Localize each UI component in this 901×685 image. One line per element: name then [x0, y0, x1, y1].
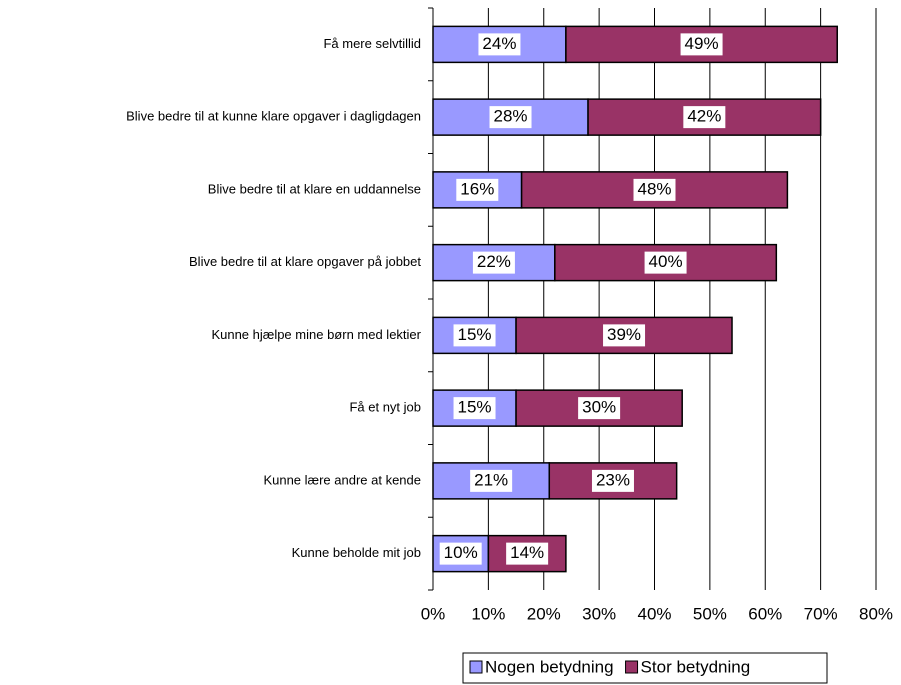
value-label: 48% — [637, 179, 671, 198]
y-tick-label: Kunne beholde mit job — [292, 545, 421, 560]
value-label: 39% — [607, 325, 641, 344]
y-tick-label: Kunne lære andre at kende — [263, 472, 421, 487]
y-tick-label: Få et nyt job — [349, 400, 421, 415]
value-label-box — [644, 251, 687, 274]
value-label: 14% — [510, 543, 544, 562]
x-tick-label: 70% — [804, 604, 838, 623]
value-label-box — [603, 324, 646, 347]
legend-label: Stor betydning — [641, 657, 751, 676]
value-label-box — [680, 33, 723, 56]
x-tick-label: 80% — [859, 604, 893, 623]
x-tick-label: 60% — [748, 604, 782, 623]
value-label: 21% — [474, 470, 508, 489]
legend-swatch — [469, 660, 483, 674]
x-tick-label: 40% — [637, 604, 671, 623]
value-label: 28% — [494, 107, 528, 126]
value-label: 49% — [685, 34, 719, 53]
y-tick-label: Blive bedre til at klare en uddannelse — [208, 181, 421, 196]
x-tick-label: 20% — [527, 604, 561, 623]
y-tick-label: Blive bedre til at kunne klare opgaver i… — [126, 109, 421, 124]
value-label: 16% — [460, 179, 494, 198]
value-label-box — [633, 178, 676, 201]
value-label: 42% — [687, 107, 721, 126]
value-label: 24% — [482, 34, 516, 53]
value-label-box — [591, 469, 634, 492]
value-label: 30% — [582, 398, 616, 417]
value-label-box — [472, 251, 515, 274]
bar-segment — [432, 316, 517, 355]
x-tick-label: 0% — [421, 604, 446, 623]
value-label: 23% — [596, 470, 630, 489]
value-label: 15% — [458, 398, 492, 417]
y-tick-label: Kunne hjælpe mine børn med lektier — [211, 327, 421, 342]
value-label: 10% — [444, 543, 478, 562]
value-label-box — [453, 324, 496, 347]
value-label-box — [439, 542, 482, 565]
legend-box — [462, 652, 828, 684]
x-tick-label: 50% — [693, 604, 727, 623]
legend-swatch — [625, 660, 639, 674]
value-label-box — [506, 542, 549, 565]
value-label: 15% — [458, 325, 492, 344]
value-label: 22% — [477, 252, 511, 271]
y-tick-label: Blive bedre til at klare opgaver på jobb… — [189, 254, 421, 269]
value-label-box — [578, 397, 621, 420]
value-label-box — [456, 178, 499, 201]
value-label-box — [489, 106, 532, 129]
bar-segment — [515, 389, 683, 427]
x-tick-label: 30% — [582, 604, 616, 623]
value-label-box — [683, 106, 726, 129]
legend-label: Nogen betydning — [485, 657, 614, 676]
x-tick-label: 10% — [471, 604, 505, 623]
y-tick-label: Få mere selvtillid — [323, 36, 421, 51]
value-label-box — [470, 469, 513, 492]
value-label-box — [478, 33, 521, 56]
value-label: 40% — [649, 252, 683, 271]
value-label-box — [453, 397, 496, 420]
